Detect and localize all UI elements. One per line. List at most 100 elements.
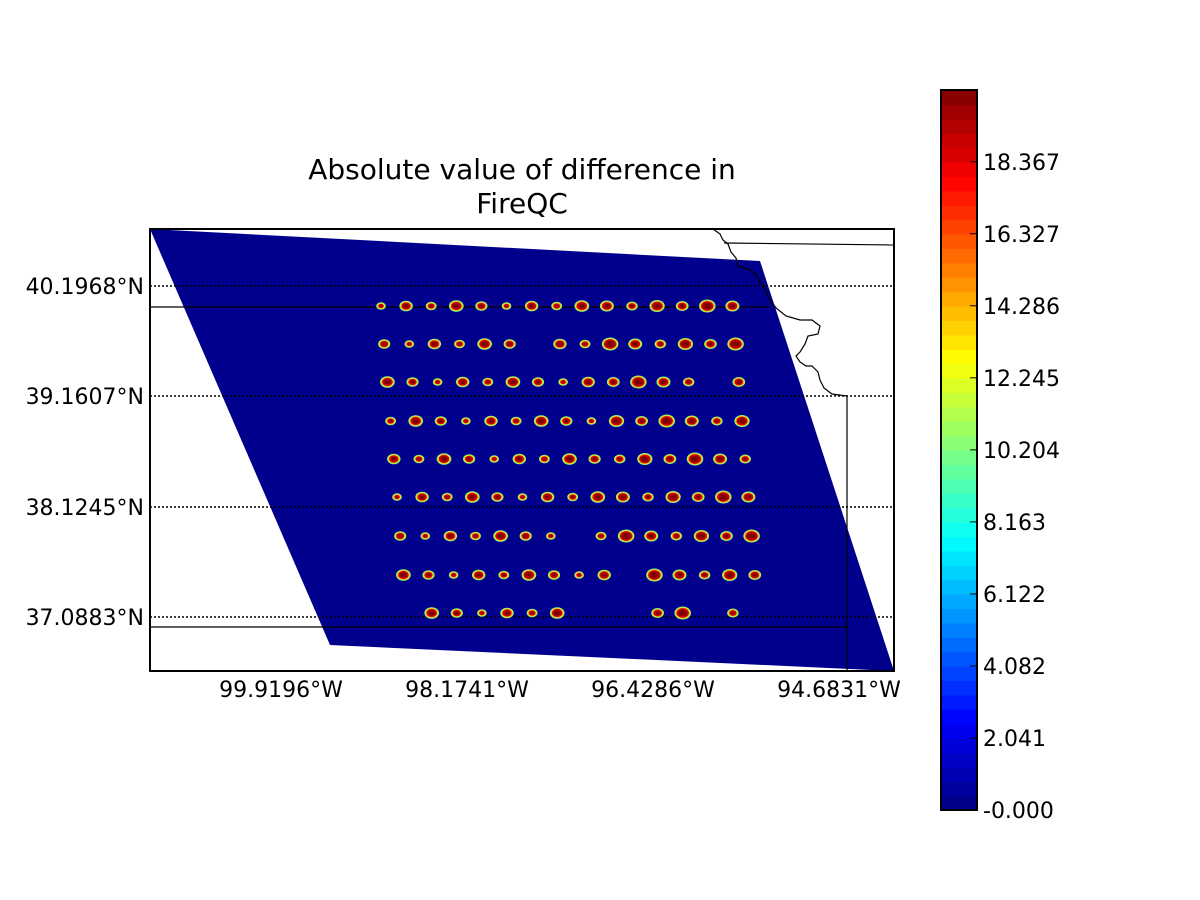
hotspot-contour (403, 303, 409, 309)
hotspot-contour (452, 574, 455, 576)
colorbar-band (941, 450, 977, 465)
hotspot-contour (561, 381, 565, 383)
colorbar-band (941, 378, 977, 393)
hotspot-contour (549, 535, 552, 537)
hotspot (380, 376, 395, 388)
hotspot-contour (457, 342, 462, 346)
lon-label: 98.1741°W (405, 678, 529, 703)
hotspot (628, 338, 643, 350)
hotspot (493, 530, 508, 542)
hotspot (482, 377, 494, 387)
hotspot-contour (679, 304, 685, 308)
hotspot-contour (583, 342, 587, 346)
hotspot (538, 454, 550, 464)
lon-label: 94.6831°W (777, 678, 901, 703)
hotspot (491, 492, 504, 502)
colorbar-band (941, 738, 977, 753)
colorbar-tick-label: 6.122 (983, 583, 1046, 608)
colorbar-band (941, 118, 977, 134)
hotspot-contour (447, 533, 454, 539)
hotspot (512, 453, 527, 465)
colorbar-band (941, 651, 977, 667)
hotspot-contour (495, 495, 500, 499)
hotspot (674, 606, 691, 620)
hotspot-contour (578, 303, 586, 309)
hotspot (748, 570, 762, 580)
hotspot-contour (681, 341, 690, 347)
colorbar-band (941, 262, 977, 278)
colorbar-band (941, 320, 977, 336)
hotspot-contour (504, 610, 510, 616)
hotspot (448, 300, 464, 312)
hotspot-contour (514, 419, 518, 423)
hotspot-contour (488, 418, 494, 424)
hotspot (743, 529, 760, 543)
hotspot-contour (383, 379, 391, 385)
hotspot (562, 453, 577, 465)
longitude-labels: 99.9196°W 98.1741°W 96.4286°W 94.6831°W (219, 678, 901, 703)
hotspot (739, 454, 751, 464)
hotspot (699, 299, 716, 313)
hotspot-contour (752, 573, 758, 577)
hotspot (540, 491, 555, 503)
hotspot-contour (516, 456, 523, 462)
hotspot (436, 453, 452, 465)
hotspot-contour (653, 303, 661, 309)
colorbar-band (941, 248, 977, 264)
colorbar-band (941, 334, 977, 350)
hotspot-contour (398, 534, 403, 538)
hotspot (434, 416, 447, 426)
hotspot-contour (630, 304, 634, 308)
hotspot (675, 301, 689, 311)
hotspot-contour (454, 611, 459, 615)
hotspot (533, 415, 549, 427)
colorbar-band (941, 666, 977, 681)
hotspot (732, 377, 746, 387)
colorbar-band (941, 622, 977, 638)
colorbar-tick-label: 12.245 (983, 367, 1060, 392)
hotspot (404, 340, 415, 348)
hotspot-contour (395, 496, 399, 498)
hotspot-contour (729, 303, 736, 309)
colorbar-band (941, 493, 977, 509)
hotspot (599, 300, 614, 312)
hotspot-contour (417, 457, 421, 461)
hotspot (441, 492, 453, 502)
colorbar-band (941, 464, 977, 480)
colorbar-band (941, 694, 977, 710)
hotspot (574, 571, 584, 579)
hotspot-contour (702, 302, 712, 310)
colorbar-band (941, 522, 977, 537)
hotspot-contour (428, 610, 436, 616)
hotspot (617, 529, 635, 543)
lat-label: 40.1968°N (26, 275, 144, 300)
hotspot (551, 301, 563, 311)
hotspot (713, 453, 728, 465)
hotspot (505, 376, 521, 388)
hotspot (670, 531, 683, 541)
colorbar-band (941, 550, 977, 566)
colorbar-band (941, 90, 977, 105)
hotspot (711, 416, 723, 426)
hotspot (574, 300, 590, 312)
hotspot-contour (662, 417, 672, 425)
hotspot (448, 571, 459, 579)
colorbar-band (941, 594, 977, 609)
hotspot (722, 569, 738, 581)
hotspot (526, 608, 538, 618)
hotspot (682, 377, 695, 387)
hotspot (686, 452, 704, 466)
hotspot (613, 454, 626, 464)
hotspot-contour (473, 534, 478, 538)
hotspot (635, 416, 648, 426)
hotspot-contour (639, 419, 645, 423)
hotspot-contour (612, 418, 621, 424)
colorbar-band (941, 579, 977, 595)
hotspot-contour (424, 535, 427, 537)
hotspot-contour (408, 343, 411, 345)
colorbar-band (941, 406, 977, 422)
hotspot (432, 378, 443, 386)
colorbar-tick-label: 18.367 (983, 151, 1060, 176)
colorbar-band (941, 219, 977, 235)
hotspot-contour (617, 457, 622, 461)
